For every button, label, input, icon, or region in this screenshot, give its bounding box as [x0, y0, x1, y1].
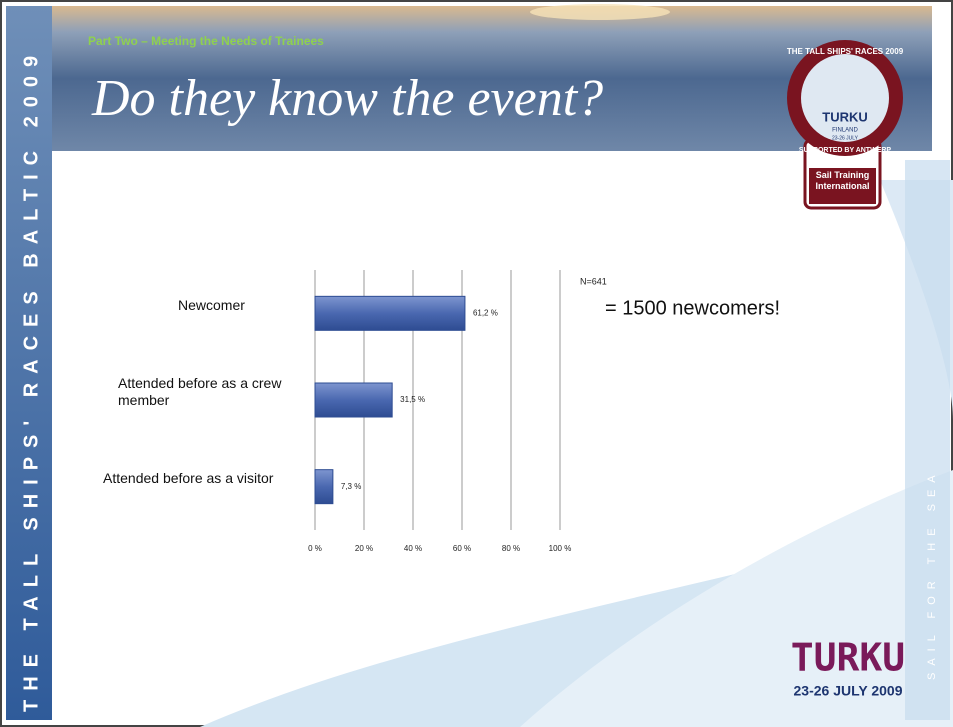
- x-tick-label: 20 %: [355, 544, 373, 553]
- badge-org-wrap: Sail Training International: [809, 170, 876, 204]
- category-label: Attended before as a crew member: [118, 375, 288, 409]
- slide-canvas: THE TALL SHIPS' RACES BALTIC 2009 SAIL F…: [0, 0, 953, 727]
- kicker: Part Two – Meeting the Needs of Trainees: [88, 34, 324, 48]
- value-label: 61,2 %: [473, 308, 498, 317]
- value-label: 7,3 %: [341, 482, 361, 491]
- bar: [315, 470, 333, 504]
- slide-title: Do they know the event?: [91, 70, 603, 127]
- right-banner: SAIL FOR THE SEA: [926, 468, 938, 680]
- badge-sponsor: SUPPORTED BY ANTWERP: [799, 147, 892, 154]
- badge-org: Sail Training International: [809, 170, 876, 192]
- badge-country: FINLAND: [832, 128, 858, 134]
- footer-city: TURKU: [791, 636, 905, 680]
- x-tick-label: 60 %: [453, 544, 471, 553]
- category-label: Attended before as a visitor: [103, 470, 303, 487]
- value-label: 31,5 %: [400, 395, 425, 404]
- callout: = 1500 newcomers!: [605, 297, 780, 319]
- x-tick-label: 0 %: [308, 544, 322, 553]
- left-banner: THE TALL SHIPS' RACES BALTIC 2009: [20, 47, 42, 712]
- category-label: Newcomer: [178, 297, 378, 314]
- x-tick-label: 80 %: [502, 544, 520, 553]
- footer-dates: 23-26 JULY 2009: [794, 683, 903, 699]
- badge-dates: 23-26 JULY: [832, 135, 859, 141]
- sun-glow: [530, 4, 670, 20]
- x-tick-label: 100 %: [549, 544, 572, 553]
- bar: [315, 383, 392, 417]
- slide: THE TALL SHIPS' RACES BALTIC 2009 SAIL F…: [0, 0, 953, 727]
- x-tick-label: 40 %: [404, 544, 422, 553]
- badge-city: TURKU: [822, 109, 868, 124]
- sample-note: N=641: [580, 276, 607, 286]
- badge-ring-text: THE TALL SHIPS' RACES 2009: [787, 47, 904, 56]
